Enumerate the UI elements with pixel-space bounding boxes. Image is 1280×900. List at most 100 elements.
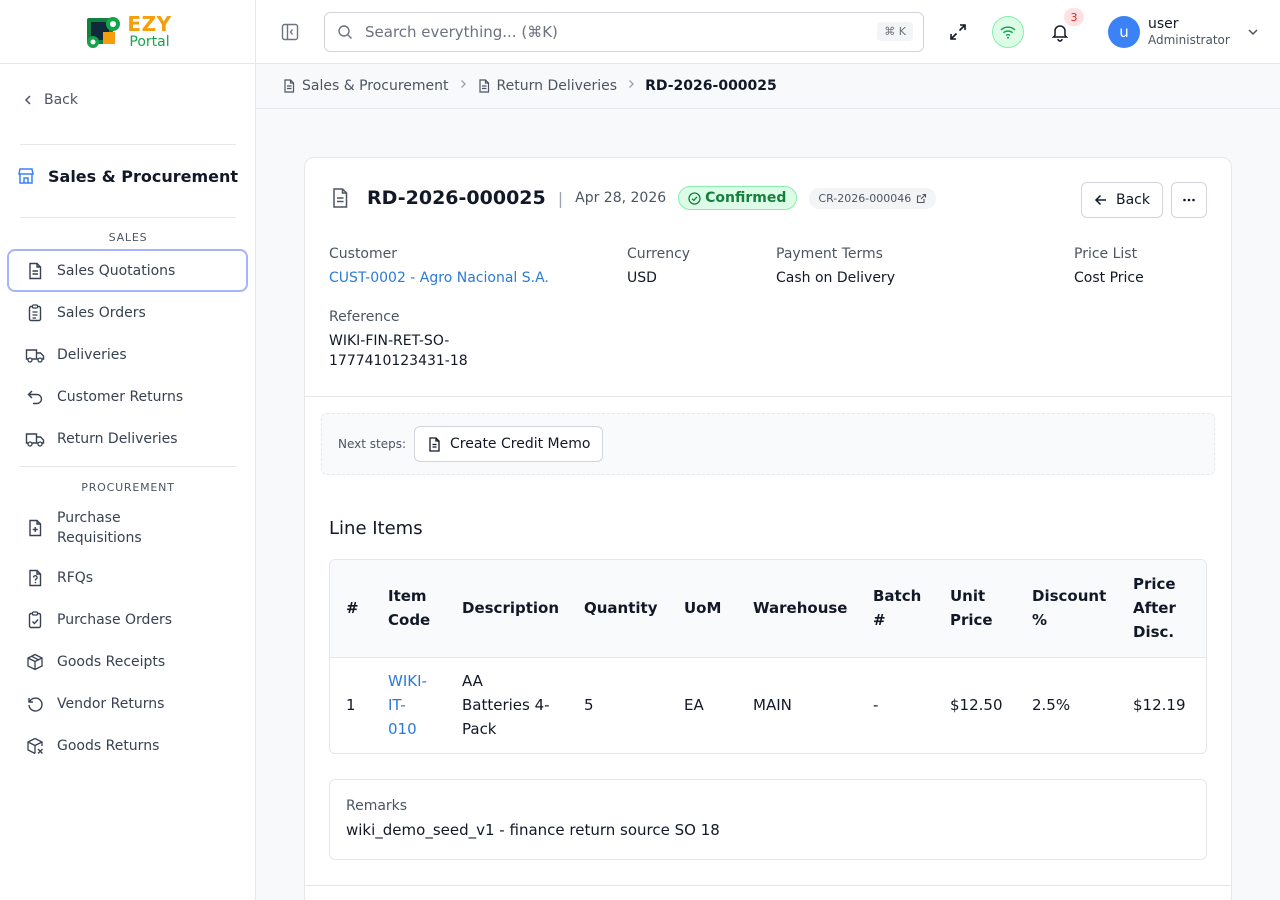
back-button[interactable]: Back xyxy=(1081,182,1163,218)
document-header: RD-2026-000025 | Apr 28, 2026 Confirmed … xyxy=(329,186,937,210)
next-steps-label: Next steps: xyxy=(338,437,407,451)
item-code-link[interactable]: IT- xyxy=(388,696,406,715)
sidebar-item-return-deliveries[interactable]: Return Deliveries xyxy=(7,428,248,450)
sidebar-item-purchase-requisitions[interactable]: Purchase Requisitions xyxy=(7,507,248,549)
sidebar-item-goods-receipts[interactable]: Goods Receipts xyxy=(7,651,248,673)
document-id: RD-2026-000025 xyxy=(367,187,546,209)
cell-warehouse: MAIN xyxy=(753,696,792,715)
sidebar-item-sales-quotations[interactable]: Sales Quotations xyxy=(7,249,248,292)
breadcrumb-item[interactable]: Return Deliveries xyxy=(477,78,617,94)
chevron-right-icon xyxy=(457,78,469,94)
sidebar-item-customer-returns[interactable]: Customer Returns xyxy=(7,386,248,408)
notification-count-badge: 3 xyxy=(1064,8,1084,26)
column-header-text: Batch xyxy=(873,587,922,606)
column-header[interactable]: Discount% xyxy=(1032,560,1133,658)
sidebar-item-label: Vendor Returns xyxy=(57,696,165,712)
column-header-text: Item xyxy=(388,587,427,606)
sidebar-item-vendor-returns[interactable]: Vendor Returns xyxy=(7,693,248,715)
column-header-text: Discount xyxy=(1032,587,1107,606)
more-actions-button[interactable] xyxy=(1171,182,1207,218)
remarks-value: wiki_demo_seed_v1 - finance return sourc… xyxy=(346,821,720,839)
cell-line-number: 1 xyxy=(346,696,356,715)
customer-link[interactable]: CUST-0002 - Agro Nacional S.A. xyxy=(329,270,549,286)
sidebar-item-rfqs[interactable]: RFQs xyxy=(7,567,248,589)
description-line: Pack xyxy=(462,720,497,739)
column-header-text: Quantity xyxy=(584,599,658,618)
price-list-field: Price List Cost Price xyxy=(1074,244,1144,288)
create-credit-memo-button[interactable]: Create Credit Memo xyxy=(414,426,604,462)
column-header[interactable]: Unit Price xyxy=(950,560,1032,658)
column-header-text: Unit xyxy=(950,587,986,606)
chevron-right-icon xyxy=(625,78,637,94)
search-icon xyxy=(338,25,352,39)
column-header-text: Disc. xyxy=(1133,623,1175,642)
customer-label: Customer xyxy=(329,246,398,262)
column-header[interactable]: UoM xyxy=(684,560,753,658)
reference-label: Reference xyxy=(329,309,400,325)
sidebar-back-label: Back xyxy=(44,92,78,108)
description-line: Batteries 4- xyxy=(462,696,550,715)
source-document-link[interactable]: CR-2026-000046 xyxy=(809,187,937,209)
brand-logo[interactable]: EZY Portal xyxy=(83,12,171,52)
column-header-text: UoM xyxy=(684,599,722,618)
price-list-label: Price List xyxy=(1074,246,1138,262)
item-code-link[interactable]: 010 xyxy=(388,720,417,739)
sidebar-item-label: RFQs xyxy=(57,570,94,586)
section-label-sales: SALES xyxy=(108,231,148,244)
column-header[interactable]: Warehouse xyxy=(753,560,873,658)
sidebar-item-label: Sales Quotations xyxy=(57,262,176,279)
module-title-text: Sales & Procurement xyxy=(48,166,239,186)
notifications-button[interactable] xyxy=(1048,20,1072,44)
payment-terms-field: Payment Terms Cash on Delivery xyxy=(776,244,895,288)
column-header[interactable]: Price After Disc. xyxy=(1133,560,1206,658)
package-x-icon xyxy=(25,736,45,756)
file-question-icon xyxy=(25,568,45,588)
line-items-table: # Item Code Description Quantity UoM Ware… xyxy=(329,559,1207,754)
column-header[interactable]: Quantity xyxy=(584,560,684,658)
topbar: Search everything... (⌘K) ⌘ K 3 u user A… xyxy=(256,0,1280,64)
more-horizontal-icon xyxy=(1183,198,1195,202)
table-header-row: # Item Code Description Quantity UoM Ware… xyxy=(330,560,1206,658)
sidebar-item-label: Customer Returns xyxy=(57,389,184,405)
section-label-procurement: PROCUREMENT xyxy=(81,481,175,494)
rotate-ccw-icon xyxy=(25,694,45,714)
column-header-text: % xyxy=(1032,611,1048,630)
file-text-icon xyxy=(25,261,45,281)
separator: | xyxy=(557,188,564,208)
cell-item-code[interactable]: WIKI- IT- 010 xyxy=(388,657,462,753)
column-header[interactable]: Item Code xyxy=(388,560,462,658)
sidebar-item-goods-returns[interactable]: Goods Returns xyxy=(7,735,248,757)
payment-terms-label: Payment Terms xyxy=(776,246,883,262)
sidebar-toggle-icon[interactable] xyxy=(280,22,300,42)
connection-status-button[interactable] xyxy=(992,16,1024,48)
document-card: RD-2026-000025 | Apr 28, 2026 Confirmed … xyxy=(304,157,1232,900)
reference-value: WIKI-FIN-RET-SO- 1777410123431-18 xyxy=(329,331,468,371)
sidebar-back-link[interactable]: Back xyxy=(22,92,78,108)
check-circle-icon xyxy=(688,191,701,205)
sidebar-item-sales-orders[interactable]: Sales Orders xyxy=(7,302,248,324)
cell-batch: - xyxy=(873,696,879,715)
column-header-text: After xyxy=(1133,599,1176,618)
user-menu[interactable]: u user Administrator xyxy=(1108,16,1260,48)
breadcrumb-label: Sales & Procurement xyxy=(302,78,449,94)
line-items-title: Line Items xyxy=(329,518,423,539)
breadcrumb-item[interactable]: Sales & Procurement xyxy=(282,78,449,94)
sidebar-item-label: Goods Receipts xyxy=(57,654,166,670)
reference-value-line: 1777410123431-18 xyxy=(329,353,468,369)
source-document-id: CR-2026-000046 xyxy=(818,191,912,205)
remarks-box: Remarks wiki_demo_seed_v1 - finance retu… xyxy=(329,779,1207,860)
item-code-link[interactable]: WIKI- xyxy=(388,672,427,691)
column-header[interactable]: Description xyxy=(462,560,584,658)
status-label: Confirmed xyxy=(705,190,787,206)
column-header[interactable]: Batch # xyxy=(873,560,950,658)
payment-terms-value: Cash on Delivery xyxy=(776,270,895,286)
sidebar-item-deliveries[interactable]: Deliveries xyxy=(7,344,248,366)
sidebar-item-purchase-orders[interactable]: Purchase Orders xyxy=(7,609,248,631)
customer-field: Customer CUST-0002 - Agro Nacional S.A. xyxy=(329,244,549,288)
column-header[interactable]: # xyxy=(330,560,388,658)
search-input[interactable]: Search everything... (⌘K) ⌘ K xyxy=(324,12,924,52)
fullscreen-button[interactable] xyxy=(946,20,970,44)
cell-uom: EA xyxy=(684,696,704,715)
package-icon xyxy=(25,652,45,672)
bell-icon xyxy=(1051,25,1069,42)
